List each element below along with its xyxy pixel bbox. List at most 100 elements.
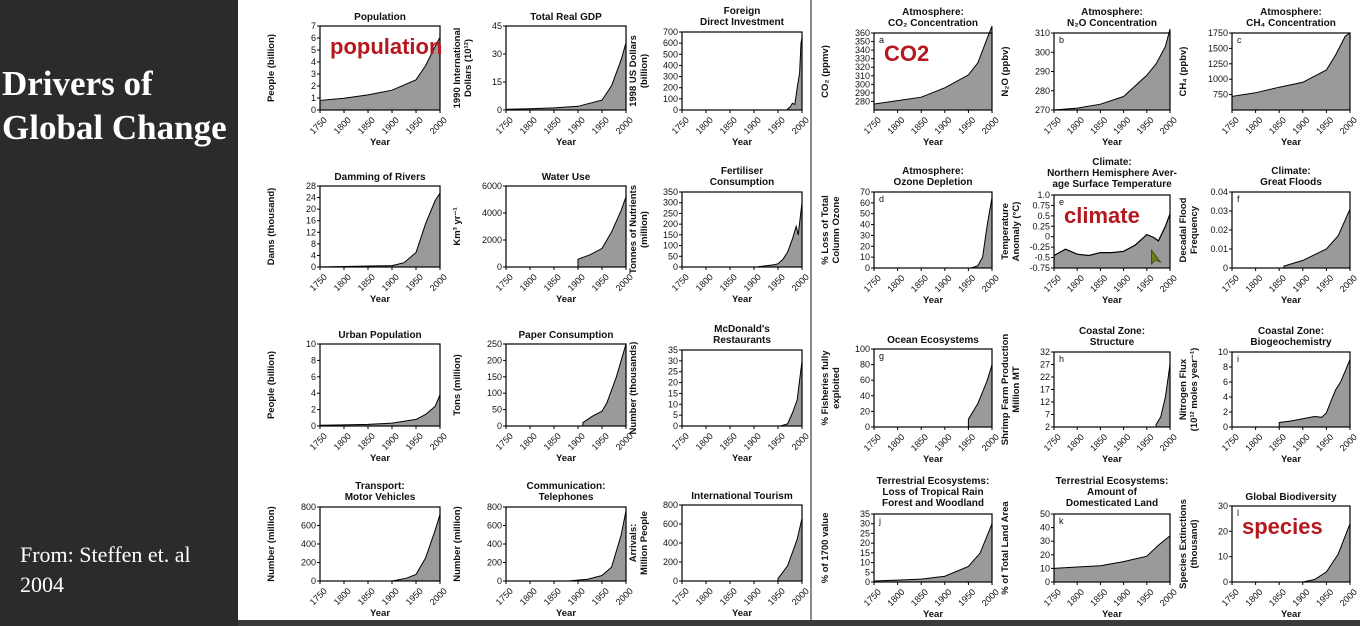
y-tick-label: 1750 <box>1208 28 1228 38</box>
y-axis-label: Frequency <box>1189 205 1200 254</box>
x-tick-label: 1950 <box>766 115 787 136</box>
x-tick-label: 1750 <box>1042 432 1063 453</box>
y-tick-label: 2000 <box>482 235 502 245</box>
y-tick-label: 8 <box>311 239 316 249</box>
y-axis-label: 1990 International <box>452 28 463 109</box>
plot-frame <box>319 343 441 427</box>
y-tick-label: 27 <box>1040 360 1050 370</box>
x-axis-label: Year <box>923 295 943 306</box>
chart-temperature: Climate:Northern Hemisphere Aver-age Sur… <box>1000 157 1179 306</box>
y-tick-label: 300 <box>663 198 678 208</box>
y-tick-label: 4 <box>1223 392 1228 402</box>
x-tick-label: 1850 <box>718 586 739 607</box>
chart-landuse: Terrestrial Ecosystems:Amount ofDomestic… <box>1000 476 1179 620</box>
x-tick-label: 1800 <box>332 272 353 293</box>
x-tick-label: 1750 <box>1042 273 1063 294</box>
y-tick-label: 25 <box>668 367 678 377</box>
y-tick-label: 0 <box>311 421 316 431</box>
x-tick-label: 1800 <box>518 272 539 293</box>
y-tick-label: 150 <box>487 372 502 382</box>
chart-water: Water Use 0 2000 4000 6000 1750 1800 1850 1900 19… <box>452 172 635 305</box>
x-axis-label: Year <box>370 453 390 464</box>
series-area <box>582 343 627 427</box>
x-tick-label: 1800 <box>332 115 353 136</box>
y-tick-label: 20 <box>1040 550 1050 560</box>
x-axis-label: Year <box>370 137 390 148</box>
chart-title: CH₄ Concentration <box>1246 18 1336 29</box>
chart-title: Ocean Ecosystems <box>887 335 979 346</box>
chart-title: Atmosphere: <box>902 166 964 177</box>
x-tick-label: 1750 <box>308 115 329 136</box>
y-tick-label: 0 <box>673 105 678 115</box>
y-tick-label: 400 <box>301 539 316 549</box>
y-tick-label: -0.25 <box>1029 242 1050 252</box>
x-tick-label: 2000 <box>1338 273 1359 294</box>
x-tick-label: 1800 <box>1243 273 1264 294</box>
x-tick-label: 1750 <box>670 586 691 607</box>
x-tick-label: 1850 <box>356 115 377 136</box>
y-tick-label: 600 <box>663 519 678 529</box>
series-area <box>1053 28 1171 111</box>
chart-title: Domesticated Land <box>1066 498 1158 509</box>
series-area <box>1155 364 1171 428</box>
plot-frame <box>681 191 803 268</box>
y-tick-label: 0 <box>497 105 502 115</box>
x-tick-label: 1950 <box>1314 273 1335 294</box>
y-tick-label: 20 <box>860 406 870 416</box>
x-tick-label: 2000 <box>790 272 811 293</box>
series-area <box>577 196 627 268</box>
y-axis-label: Million MT <box>1011 366 1022 413</box>
y-tick-label: 0 <box>1223 263 1228 273</box>
x-tick-label: 1750 <box>670 431 691 452</box>
x-axis-label: Year <box>1102 295 1122 306</box>
x-tick-label: 1950 <box>1135 273 1156 294</box>
chart-title: Population <box>354 12 406 23</box>
x-tick-label: 1800 <box>518 586 539 607</box>
y-tick-label: 330 <box>855 54 870 64</box>
x-tick-label: 1950 <box>766 431 787 452</box>
y-tick-label: 6 <box>311 33 316 43</box>
series-area <box>1278 359 1351 428</box>
y-tick-label: 600 <box>663 38 678 48</box>
chart-title: Fertiliser <box>721 166 763 177</box>
x-tick-label: 1900 <box>742 115 763 136</box>
x-tick-label: 1850 <box>1267 587 1288 608</box>
y-tick-label: 700 <box>663 27 678 37</box>
chart-title: Total Real GDP <box>530 12 602 23</box>
y-tick-label: 10 <box>1218 552 1228 562</box>
chart-population: Population 0 1 2 3 4 5 6 7 1750 1800 1850 1900 1950 20… <box>266 12 449 148</box>
annotation-label: climate <box>1064 203 1140 228</box>
y-axis-label: Species Extinctions <box>1178 499 1189 589</box>
chart-title: N₂O Concentration <box>1067 18 1157 29</box>
y-tick-label: 10 <box>860 252 870 262</box>
x-tick-label: 1900 <box>566 115 587 136</box>
y-tick-label: 50 <box>668 251 678 261</box>
x-tick-label: 1950 <box>404 115 425 136</box>
y-tick-label: 7 <box>311 21 316 31</box>
chart-title: Water Use <box>542 172 591 183</box>
y-axis-label: Anomaly (°C) <box>1011 202 1022 262</box>
y-tick-label: 24 <box>306 193 316 203</box>
x-tick-label: 1850 <box>1267 432 1288 453</box>
plot-frame <box>681 504 803 582</box>
x-tick-label: 1850 <box>1088 587 1109 608</box>
bottom-strip <box>238 620 1360 626</box>
y-tick-label: 5 <box>673 410 678 420</box>
y-tick-label: 280 <box>855 96 870 106</box>
chart-title: CO₂ Concentration <box>888 18 978 29</box>
chart-title: Northern Hemisphere Aver- <box>1047 168 1177 179</box>
x-tick-label: 1750 <box>862 273 883 294</box>
y-tick-label: 300 <box>855 79 870 89</box>
y-tick-label: 40 <box>1040 523 1050 533</box>
y-axis-label: Decadal Flood <box>1178 197 1189 262</box>
y-tick-label: 35 <box>668 345 678 355</box>
x-axis-label: Year <box>370 608 390 619</box>
series-area <box>1231 32 1351 111</box>
annotation-label: CO2 <box>884 41 929 66</box>
y-tick-label: 22 <box>1040 372 1050 382</box>
x-axis-label: Year <box>732 608 752 619</box>
chart-title: International Tourism <box>691 491 793 502</box>
